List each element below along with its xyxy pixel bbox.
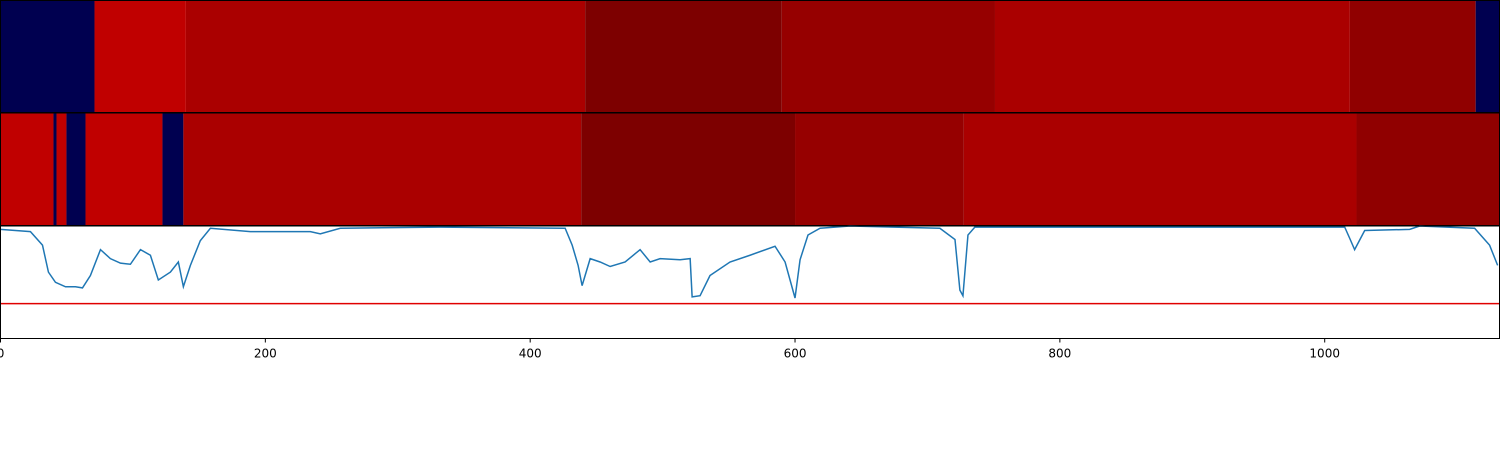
segment (585, 0, 782, 113)
segment (185, 0, 586, 113)
segment (0, 113, 54, 226)
x-tick-label: 1000 (1309, 347, 1340, 361)
segment (781, 0, 995, 113)
x-tick-label: 400 (519, 347, 542, 361)
x-tick-label: 800 (1048, 347, 1071, 361)
segment (94, 0, 186, 113)
segment (183, 113, 582, 226)
segment (994, 0, 1350, 113)
segment (56, 113, 67, 226)
segment (1475, 0, 1500, 113)
segment (795, 113, 964, 226)
line (0, 225, 1499, 299)
x-tick-label: 600 (784, 347, 807, 361)
segment (85, 113, 163, 226)
segment (1349, 0, 1476, 113)
panel-frame (0, 225, 1500, 339)
x-tick-label: 200 (254, 347, 277, 361)
segment (162, 113, 184, 226)
x-tick-label: 0 (0, 347, 4, 361)
segment (1356, 113, 1500, 226)
segment (0, 0, 95, 113)
segment (66, 113, 86, 226)
segment (581, 113, 796, 226)
segment (963, 113, 1357, 226)
segment (53, 113, 57, 226)
